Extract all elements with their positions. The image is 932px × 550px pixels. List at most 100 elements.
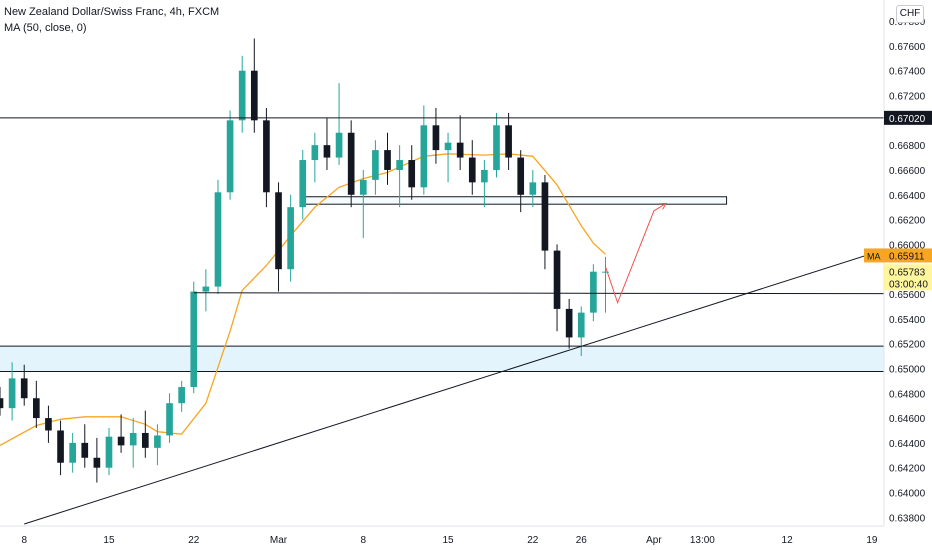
candle-body: [444, 142, 452, 151]
candle-body: [347, 132, 355, 195]
projection-arrowhead: [659, 202, 667, 210]
price-tick-label: 0.66200: [889, 216, 926, 227]
time-tick-label: Apr: [646, 535, 662, 546]
price-axis[interactable]: 0.678000.676000.674000.672000.670000.668…: [864, 0, 932, 526]
price-tick-label: 0.63800: [889, 513, 926, 524]
MA-price-label-bg: [884, 248, 932, 263]
time-tick-label: Mar: [270, 535, 288, 546]
currency-button[interactable]: CHF: [896, 5, 924, 23]
price-tick-label: 0.67400: [889, 67, 926, 78]
projection-path: [605, 203, 667, 305]
time-tick-label: 22: [527, 535, 539, 546]
candle-body: [20, 378, 28, 399]
time-tick-label: 15: [442, 535, 454, 546]
candle-body: [129, 432, 137, 446]
price-tick-label: 0.64600: [889, 414, 926, 425]
candle-body: [154, 435, 161, 448]
candle-body: [359, 179, 367, 195]
zones-layer: [0, 196, 884, 373]
candle-body: [45, 418, 52, 431]
last-price-label-bg: [884, 264, 932, 291]
drawn-lines: [0, 117, 885, 525]
candle-body: [468, 157, 476, 183]
candle-body: [577, 312, 585, 338]
candle-body: [456, 142, 464, 158]
last-price-label: 0.65783: [889, 267, 926, 278]
candles-layer: [0, 38, 609, 483]
ma-line: [0, 153, 606, 446]
candle-body: [602, 271, 609, 273]
candle-body: [311, 145, 319, 161]
time-tick-label: 8: [21, 535, 27, 546]
time-tick-label: 12: [782, 535, 794, 546]
resistance-price-label: 0.67020: [889, 114, 926, 125]
price-tick-label: 0.66400: [889, 191, 926, 202]
candle-body: [69, 442, 76, 463]
chart-title: New Zealand Dollar/Swiss Franc, 4h, FXCM: [4, 6, 220, 18]
candle-body: [590, 271, 597, 313]
candle-body: [190, 291, 198, 388]
price-tick-label: 0.67200: [889, 92, 926, 103]
candle-body: [226, 120, 234, 193]
candle-body: [335, 132, 343, 158]
time-tick-label: 15: [103, 535, 115, 546]
candle-body: [263, 120, 270, 193]
MA-price-label: 0.65911: [889, 251, 925, 262]
candle-body: [481, 169, 488, 183]
moving-average: [0, 153, 606, 446]
price-tick-label: 0.64800: [889, 389, 926, 400]
mid-zone: [302, 196, 728, 205]
price-tick-label: 0.66000: [889, 240, 926, 251]
candle-body: [493, 125, 500, 170]
candle-body: [117, 436, 125, 446]
price-tick-label: 0.67600: [889, 42, 926, 53]
price-tick-label: 0.64200: [889, 464, 926, 475]
candle-body: [384, 150, 391, 170]
candle-body: [287, 207, 294, 270]
resistance-price-label-bg: [884, 110, 932, 125]
candle-body: [202, 286, 210, 292]
candle-body: [0, 398, 4, 409]
candle-body: [178, 387, 185, 404]
candle-body: [275, 192, 282, 270]
price-tick-label: 0.66800: [889, 141, 926, 152]
candle-body: [8, 378, 16, 409]
trendline-line: [24, 249, 885, 525]
candle-body: [529, 182, 537, 195]
price-tick-label: 0.65600: [889, 290, 926, 301]
time-tick-label: 22: [188, 535, 200, 546]
time-tick-label: 13:00: [690, 535, 715, 546]
price-tick-label: 0.65000: [889, 364, 926, 375]
candle-body: [250, 70, 258, 121]
price-tick-label: 0.64000: [889, 489, 926, 500]
candle-body: [57, 430, 64, 463]
candle-body: [214, 192, 222, 287]
candle-body: [396, 160, 403, 170]
candle-body: [105, 436, 113, 468]
projection-arrow: [605, 202, 667, 305]
candle-body: [32, 398, 40, 419]
price-tick-label: 0.64400: [889, 439, 926, 450]
candle-body: [372, 150, 379, 180]
demand-zone-fill: [0, 346, 884, 372]
support-line: [193, 292, 885, 295]
candle-body: [505, 125, 512, 158]
candle-body: [81, 442, 89, 458]
candle-body: [553, 250, 561, 309]
candle-body: [565, 308, 573, 338]
candle-body: [541, 182, 549, 251]
candle-body: [93, 457, 101, 468]
candle-body: [408, 160, 416, 188]
time-tick-label: 26: [576, 535, 588, 546]
indicator-legend[interactable]: MA (50, close, 0): [4, 22, 87, 34]
ma-prefix-label: MA: [867, 251, 881, 261]
candle-body: [420, 125, 428, 188]
time-axis[interactable]: 8 15 22 Mar 8 15 22 26 Apr 13:00 12 19: [0, 525, 884, 546]
candle-body: [323, 145, 331, 158]
countdown-label: 03:00:40: [889, 279, 928, 290]
price-tick-label: 0.65200: [889, 340, 926, 351]
price-tick-label: 0.65400: [889, 315, 926, 326]
price-tick-label: 0.66600: [889, 166, 926, 177]
ma-prefix-bg: [864, 248, 884, 263]
